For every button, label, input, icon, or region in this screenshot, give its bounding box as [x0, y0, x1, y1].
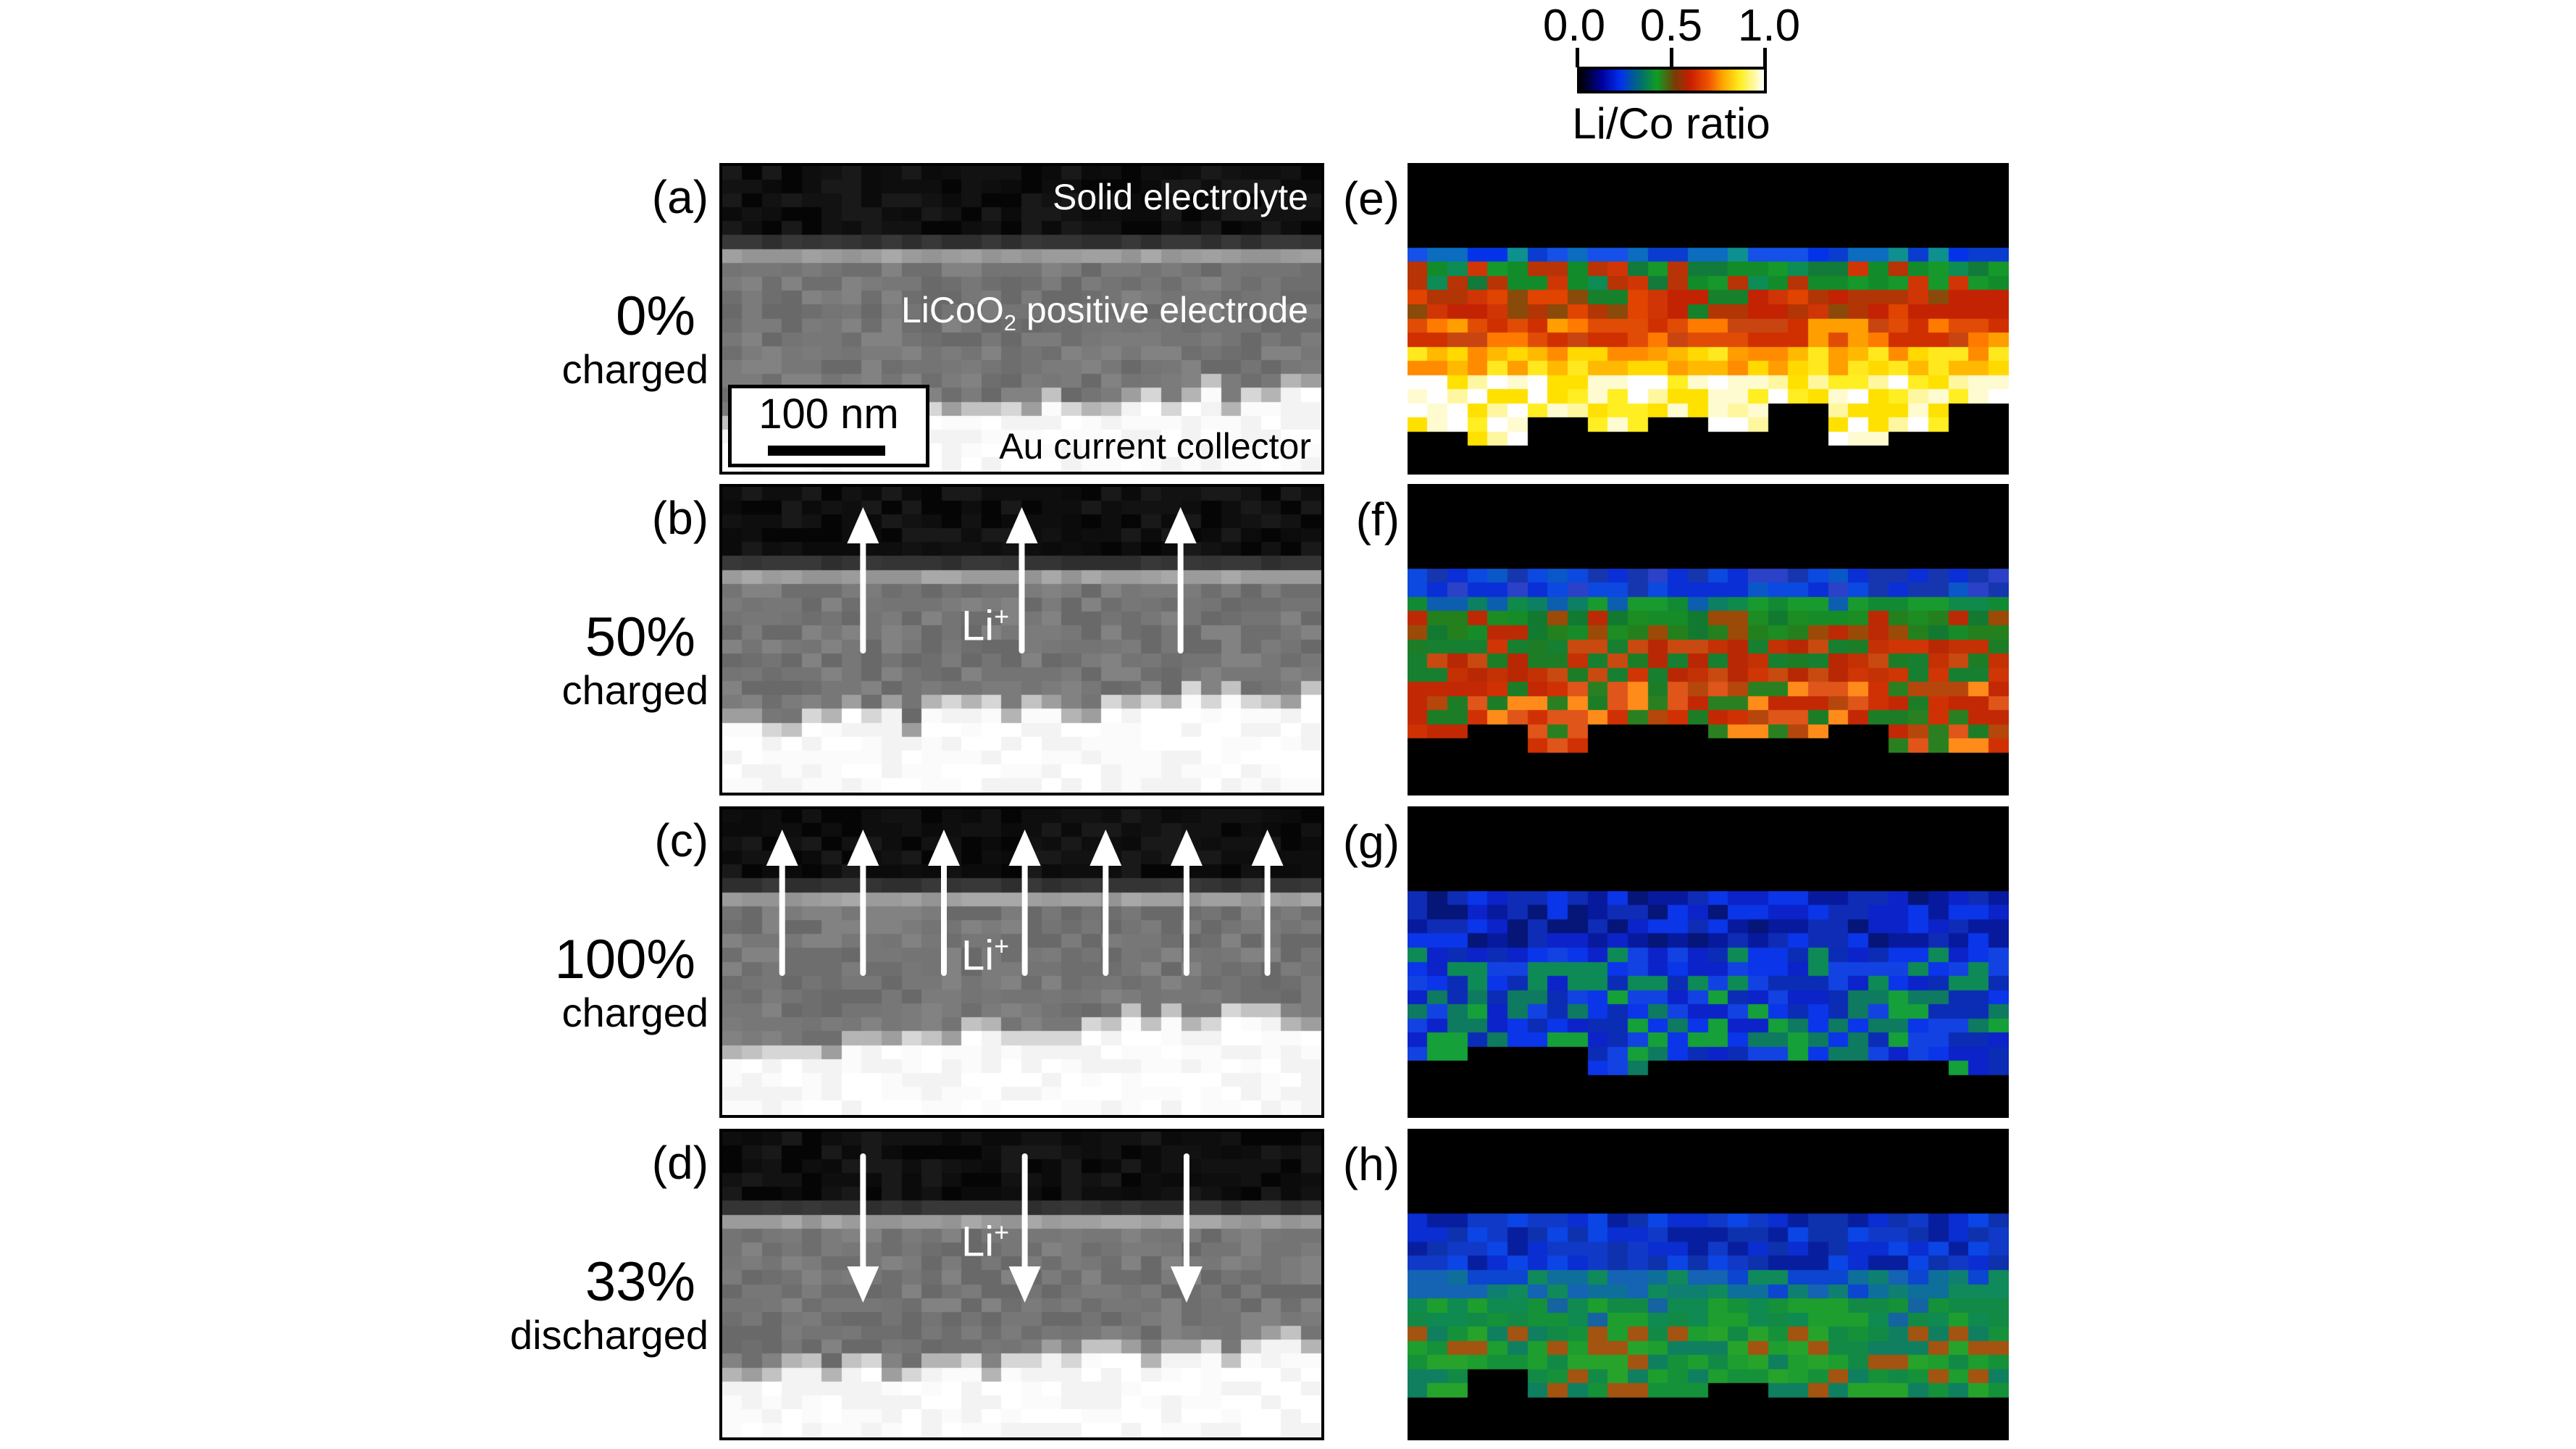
row-33pct-discharged: (d) 33% discharged Li+ (h) — [0, 1129, 2576, 1440]
panel-label-f: (f) — [1355, 493, 1400, 546]
charge-state-b: charged — [561, 667, 708, 713]
tem-image-c: Li+ — [719, 806, 1324, 1118]
panel-label-e: (e) — [1342, 172, 1400, 225]
lico-ratio-map-e — [1408, 163, 2009, 475]
lico-ratio-map-f — [1408, 484, 2009, 796]
map-canvas-h — [1408, 1129, 2009, 1440]
colorbar-tick-0: 0.0 — [1542, 1, 1606, 51]
lico-ratio-map-h — [1408, 1129, 2009, 1440]
licoo2-electrode-label: LiCoO2 positive electrode — [901, 290, 1308, 335]
colorbar-tickmark — [1670, 48, 1673, 67]
map-canvas-f — [1408, 484, 2009, 796]
tem-image-b: Li+ — [719, 484, 1324, 796]
tem-image-a: Solid electrolyte LiCoO2 positive electr… — [719, 163, 1324, 475]
charge-state-a: charged — [561, 346, 708, 392]
panel-label-c: (c) — [654, 814, 708, 867]
li-migration-arrows-up — [766, 830, 1284, 976]
solid-electrolyte-label: Solid electrolyte — [1053, 177, 1308, 217]
colorbar-tick-1: 1.0 — [1737, 1, 1801, 51]
scalebar-bar — [768, 446, 885, 456]
charge-percent-b: 50% — [585, 606, 695, 668]
li-ion-label: Li+ — [961, 931, 1010, 980]
charge-state-d: discharged — [510, 1312, 708, 1358]
row-50pct-charged: (b) 50% charged Li+ (f) — [0, 484, 2576, 796]
colorbar-gradient — [1577, 67, 1767, 93]
colorbar-tickmark — [1576, 48, 1579, 67]
colorbar-tick-05: 0.5 — [1639, 1, 1703, 51]
panel-label-d: (d) — [651, 1137, 708, 1189]
au-current-collector-label: Au current collector — [999, 426, 1311, 467]
colorbar-label: Li/Co ratio — [1572, 99, 1770, 148]
map-canvas-e — [1408, 163, 2009, 475]
lico-ratio-map-g — [1408, 806, 2009, 1118]
colorbar-tickmark — [1763, 48, 1767, 67]
map-canvas-g — [1408, 806, 2009, 1118]
row-0pct-charged: (a) 0% charged Solid electrolyte LiCoO2 … — [0, 163, 2576, 475]
panel-label-h: (h) — [1342, 1138, 1400, 1190]
panel-label-g: (g) — [1342, 816, 1400, 868]
tem-image-d: Li+ — [719, 1129, 1324, 1440]
charge-state-c: charged — [561, 990, 708, 1035]
li-ion-label: Li+ — [961, 601, 1010, 650]
charge-percent-c: 100% — [554, 929, 695, 990]
li-migration-arrows-down — [847, 1153, 1203, 1303]
li-migration-arrows-up — [847, 507, 1197, 653]
scalebar-box: 100 nm — [728, 385, 929, 467]
panel-label-b: (b) — [651, 492, 708, 544]
charge-percent-d: 33% — [585, 1251, 695, 1313]
li-ion-label: Li+ — [961, 1217, 1010, 1266]
charge-percent-a: 0% — [616, 285, 695, 347]
panel-label-a: (a) — [651, 171, 708, 223]
row-100pct-charged: (c) 100% charged Li+ (g) — [0, 806, 2576, 1118]
scalebar-label: 100 nm — [758, 391, 899, 438]
